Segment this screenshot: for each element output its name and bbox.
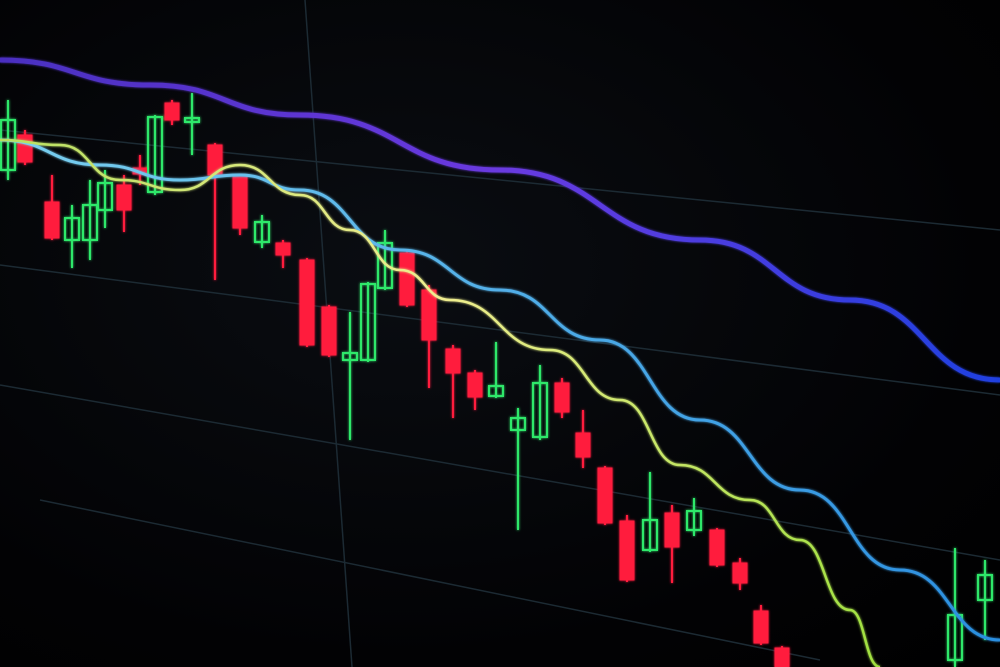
bullish-candle [82,180,98,260]
candle-body [184,117,200,123]
bullish-candle [488,342,504,398]
candle-body [116,184,132,211]
bearish-candle [207,143,223,280]
bullish-candle [510,408,526,530]
bearish-candle [597,466,613,525]
bullish-candle [342,312,358,440]
candle-body [947,614,963,661]
candle-body [554,382,570,413]
candle-body [254,221,270,243]
candle-body [97,182,113,211]
candle-body [642,519,658,551]
bearish-candle [575,410,591,468]
candle-body [488,385,504,397]
bearish-candle [275,240,291,268]
candle-body [575,432,591,458]
bullish-candle [254,215,270,248]
bearish-candle [421,285,437,388]
candle-body [532,382,548,438]
bullish-candle [64,205,80,268]
bearish-candle [753,605,769,645]
bearish-candle [774,646,790,667]
bearish-candle [299,258,315,347]
bearish-candle [732,558,748,590]
bearish-candle [164,100,180,125]
candles [0,93,993,667]
candle-body [275,242,291,256]
bearish-candle [17,130,33,165]
candle-body [709,529,725,566]
bullish-candle [977,560,993,640]
bearish-candle [709,528,725,567]
bearish-candle [232,175,248,235]
bullish-candle [532,365,548,440]
candle-body [299,259,315,346]
bearish-candle [321,305,337,357]
candle-body [321,306,337,356]
ma-mid-line [0,138,1000,642]
grid-line [0,129,1000,231]
grid-line [0,384,1000,561]
candle-body [977,574,993,601]
candle-body [445,348,461,374]
bearish-candle [619,515,635,582]
candle-body [232,176,248,229]
candle-body [467,372,483,398]
bullish-candle [97,170,113,228]
bearish-candle [664,505,680,583]
bearish-candle [399,251,415,307]
candle-body [597,467,613,524]
ma-fast-line [0,138,881,667]
bullish-candle [642,472,658,552]
candle-body [17,134,33,163]
candle-body [753,610,769,644]
candle-body [0,119,16,171]
candle-body [64,217,80,241]
bullish-candle [686,498,702,536]
bullish-candle [147,115,163,195]
candle-body [147,116,163,193]
candle-body [664,512,680,548]
bearish-candle [44,175,60,240]
candle-body [421,289,437,341]
grid-line [39,499,821,661]
candle-body [377,242,393,289]
bearish-candle [116,175,132,232]
candle-body [619,520,635,581]
grid-line [0,264,1000,396]
bearish-candle [445,345,461,418]
bearish-candle [554,378,570,418]
candle-body [164,102,180,121]
candle-body [44,201,60,239]
candle-body [342,352,358,361]
bearish-candle [467,370,483,410]
ma-slow-line [0,57,1000,383]
bullish-candle [377,230,393,290]
moving-average-lines [0,57,1000,667]
candle-body [510,417,526,431]
candle-body [360,283,376,361]
candle-body [399,252,415,306]
candle-body [774,647,790,667]
bullish-candle [947,548,963,667]
bullish-candle [184,93,200,155]
bullish-candle [360,282,376,362]
candle-body [686,510,702,531]
candle-body [732,562,748,584]
candle-body [82,204,98,241]
